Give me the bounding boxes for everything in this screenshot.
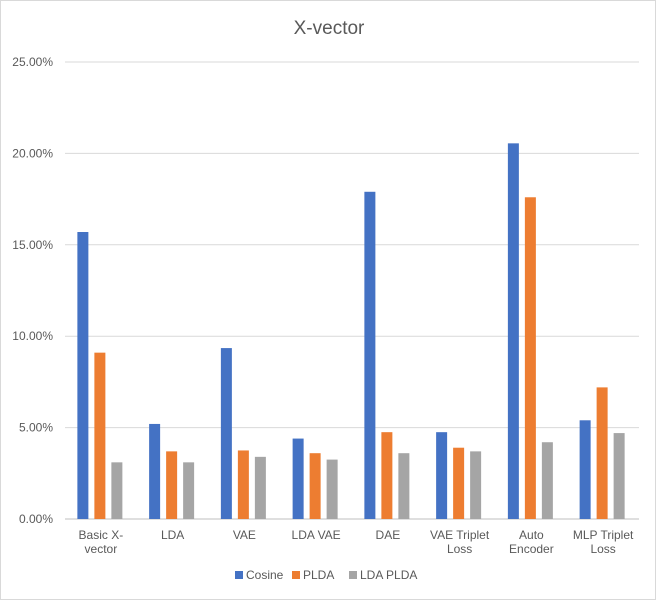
- legend: Cosine PLDA LDA PLDA: [235, 568, 417, 582]
- chart-title: X-vector: [294, 18, 365, 39]
- bar-plda: [524, 197, 536, 519]
- bar-cosine: [364, 191, 376, 519]
- x-tick-label: Basic X-vector: [79, 528, 124, 556]
- y-tick-label: 20.00%: [12, 146, 53, 160]
- x-tick-label: LDA: [161, 528, 184, 542]
- x-tick-label: LDA VAE: [292, 528, 341, 542]
- x-tick-label: Auto Encoder: [509, 528, 554, 556]
- legend-swatch: [349, 571, 357, 579]
- bar-lda-plda: [398, 453, 410, 519]
- bar-plda: [94, 352, 106, 519]
- legend-item-lda-plda: LDA PLDA: [349, 568, 417, 582]
- bar-cosine: [292, 438, 304, 519]
- bar-cosine: [149, 423, 161, 519]
- bar-cosine: [436, 432, 448, 519]
- x-tick-label: MLP Triplet Loss: [573, 528, 634, 556]
- bar-cosine: [507, 143, 519, 519]
- x-tick-label: VAE Triplet Loss: [430, 528, 490, 556]
- legend-swatch: [292, 571, 300, 579]
- bar-cosine: [220, 348, 232, 519]
- y-tick-label: 25.00%: [12, 55, 53, 69]
- y-tick-label: 0.00%: [19, 512, 53, 526]
- bar-lda-plda: [613, 433, 625, 519]
- bar-lda-plda: [254, 456, 266, 519]
- legend-label: PLDA: [303, 568, 334, 582]
- x-tick-label: VAE: [233, 528, 256, 542]
- y-tick-label: 5.00%: [19, 421, 53, 435]
- legend-item-cosine: Cosine: [235, 568, 284, 582]
- bar-cosine: [77, 232, 89, 519]
- y-axis-ticks: 0.00% 5.00% 10.00% 15.00% 20.00% 25.00%: [12, 55, 53, 526]
- bar-plda: [166, 451, 178, 519]
- bar-cosine: [579, 420, 591, 519]
- legend-swatch: [235, 571, 243, 579]
- y-tick-label: 15.00%: [12, 238, 53, 252]
- bar-lda-plda: [326, 459, 338, 519]
- legend-item-plda: PLDA: [292, 568, 334, 582]
- bar-lda-plda: [183, 462, 195, 519]
- bar-lda-plda: [111, 462, 123, 519]
- x-axis-ticks: Basic X-vector LDA VAE LDA VAE DAE VAE Triple…: [79, 528, 634, 556]
- x-tick-label: DAE: [376, 528, 401, 542]
- legend-label: LDA PLDA: [360, 568, 417, 582]
- bar-plda: [453, 447, 465, 519]
- bar-plda: [237, 450, 249, 519]
- bar-plda: [381, 432, 393, 519]
- bar-plda: [309, 453, 321, 519]
- bar-plda: [596, 387, 608, 519]
- bars: [77, 143, 625, 519]
- y-tick-label: 10.00%: [12, 329, 53, 343]
- bar-lda-plda: [470, 451, 482, 519]
- bar-lda-plda: [541, 442, 553, 519]
- legend-label: Cosine: [246, 568, 284, 582]
